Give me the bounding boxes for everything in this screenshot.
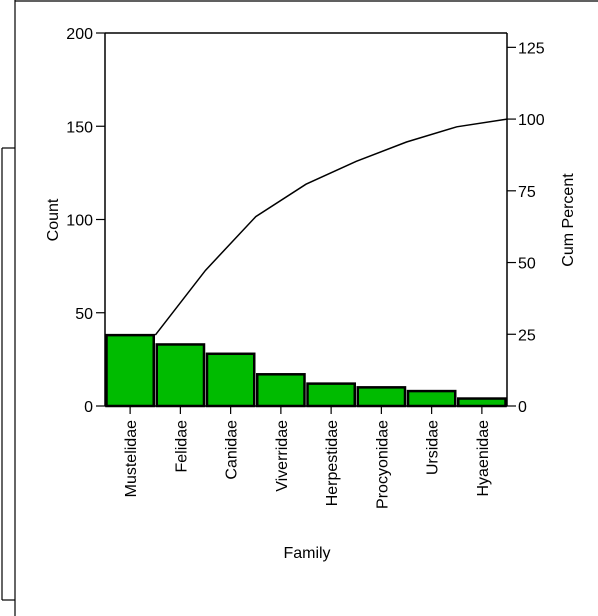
x-tick-label-herpestidae: Herpestidae [324,420,341,506]
y2-axis-title: Cum Percent [560,173,577,267]
x-tick-label-felidae: Felidae [173,420,190,473]
y-tick-label-150: 150 [66,119,93,136]
x-tick-label-canidae: Canidae [224,420,241,480]
y-tick-label-0: 0 [84,399,93,416]
cum-percent-line [154,118,508,336]
bars-layer [105,333,507,408]
bar-felidae [155,343,206,408]
bar-canidae [205,352,256,408]
x-tick-label-hyaenidae: Hyaenidae [475,420,492,497]
bar-ursidae [406,389,457,408]
x-axis-title: Family [283,545,330,562]
y-tick-label-50: 50 [75,306,93,323]
y2-tick-label-100: 100 [518,112,545,129]
bar-procyonidae [356,386,407,408]
x-tick-label-mustelidae: Mustelidae [123,420,140,497]
y-tick-label-100: 100 [66,213,93,230]
x-tick-label-ursidae: Ursidae [425,420,442,475]
axes-layer: Mustelidae Felidae Canidae Viverridae Herpes… [66,26,545,509]
bar-herpestidae [306,382,356,408]
y2-tick-label-50: 50 [518,256,536,273]
y2-tick-label-75: 75 [518,184,536,201]
x-tick-label-procyonidae: Procyonidae [374,420,391,509]
bar-mustelidae [105,333,155,408]
x-tick-label-viverridae: Viverridae [274,420,291,492]
bar-viverridae [256,373,306,408]
cum-percent-line-layer [154,118,508,336]
y-axis-title: Count [45,198,62,241]
y2-tick-label-25: 25 [518,327,536,344]
y2-tick-label-0: 0 [518,399,527,416]
y2-tick-label-125: 125 [518,40,545,57]
y-tick-label-200: 200 [66,26,93,43]
bar-hyaenidae [457,397,507,408]
